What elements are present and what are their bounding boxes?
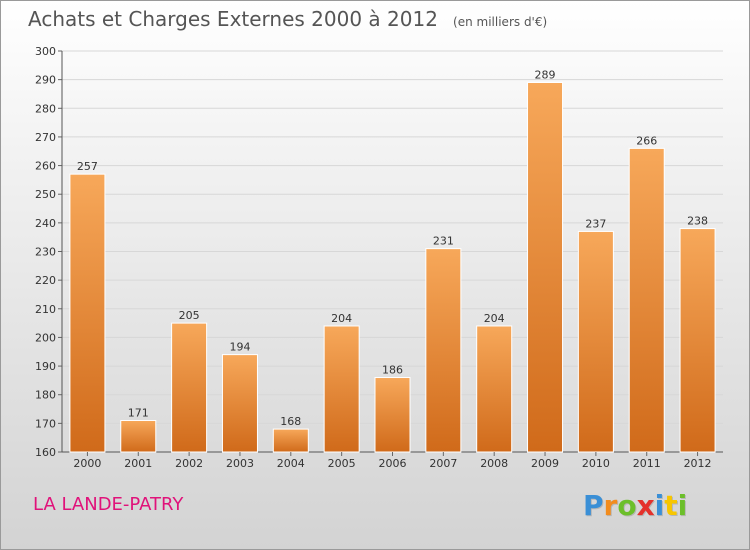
commune-name: LA LANDE-PATRY bbox=[33, 494, 184, 515]
data-label: 205 bbox=[179, 309, 200, 322]
bar-2006 bbox=[374, 377, 411, 453]
unit-note: (en milliers d'€) bbox=[453, 15, 548, 29]
data-label: 186 bbox=[382, 364, 403, 377]
bar-2010 bbox=[577, 230, 614, 453]
data-label: 171 bbox=[128, 406, 149, 419]
x-tick-label: 2010 bbox=[582, 457, 610, 470]
bar-2011 bbox=[628, 147, 665, 453]
data-label: 289 bbox=[535, 69, 556, 82]
x-tick-label: 2012 bbox=[684, 457, 712, 470]
x-tick-label: 2009 bbox=[531, 457, 559, 470]
x-tick-label: 2003 bbox=[226, 457, 254, 470]
y-tick-label: 260 bbox=[35, 160, 56, 173]
data-label: 204 bbox=[484, 312, 505, 325]
logo-letter: i bbox=[677, 489, 688, 522]
bar-2002 bbox=[171, 322, 208, 453]
bar-2007 bbox=[425, 248, 462, 453]
x-tick-label: 2008 bbox=[480, 457, 508, 470]
data-label: 231 bbox=[433, 235, 454, 248]
data-label: 168 bbox=[280, 415, 301, 428]
data-label: 237 bbox=[585, 217, 606, 230]
x-tick-label: 2005 bbox=[328, 457, 356, 470]
logo-letter: r bbox=[603, 489, 618, 522]
logo-letter: t bbox=[664, 489, 678, 522]
y-tick-label: 200 bbox=[35, 331, 56, 344]
y-tick-label: 180 bbox=[35, 389, 56, 402]
y-tick-label: 270 bbox=[35, 131, 56, 144]
y-tick-label: 210 bbox=[35, 303, 56, 316]
y-tick-label: 250 bbox=[35, 188, 56, 201]
logo-letter: P bbox=[583, 489, 604, 522]
data-label: 204 bbox=[331, 312, 352, 325]
bar-2008 bbox=[476, 325, 513, 453]
data-label: 238 bbox=[687, 215, 708, 228]
bar-2003 bbox=[221, 354, 258, 453]
x-tick-label: 2004 bbox=[277, 457, 305, 470]
data-label: 257 bbox=[77, 160, 98, 173]
logo-letter: x bbox=[636, 489, 655, 522]
x-tick-label: 2011 bbox=[633, 457, 661, 470]
data-label: 194 bbox=[229, 341, 250, 354]
x-tick-label: 2002 bbox=[175, 457, 203, 470]
y-tick-label: 290 bbox=[35, 74, 56, 87]
y-tick-label: 280 bbox=[35, 102, 56, 115]
chart-title: Achats et Charges Externes 2000 à 2012 (… bbox=[28, 7, 547, 31]
bar-2000 bbox=[69, 173, 106, 453]
title-text: Achats et Charges Externes 2000 à 2012 bbox=[28, 7, 438, 31]
y-tick-label: 170 bbox=[35, 417, 56, 430]
x-tick-label: 2007 bbox=[429, 457, 457, 470]
y-tick-label: 240 bbox=[35, 217, 56, 230]
bar-2004 bbox=[272, 428, 309, 453]
y-tick-label: 220 bbox=[35, 274, 56, 287]
logo-letter: o bbox=[617, 489, 637, 522]
x-tick-label: 2000 bbox=[73, 457, 101, 470]
x-tick-label: 2006 bbox=[379, 457, 407, 470]
y-tick-label: 190 bbox=[35, 360, 56, 373]
y-tick-label: 230 bbox=[35, 246, 56, 259]
bar-2012 bbox=[679, 228, 716, 453]
y-tick-label: 300 bbox=[35, 45, 56, 58]
data-label: 266 bbox=[636, 134, 657, 147]
bar-2001 bbox=[120, 419, 157, 453]
logo-letter: i bbox=[654, 489, 665, 522]
y-tick-label: 160 bbox=[35, 446, 56, 459]
bar-2009 bbox=[527, 82, 564, 453]
proxiti-logo: Proxiti bbox=[583, 489, 687, 522]
x-tick-label: 2001 bbox=[124, 457, 152, 470]
bar-2005 bbox=[323, 325, 360, 453]
